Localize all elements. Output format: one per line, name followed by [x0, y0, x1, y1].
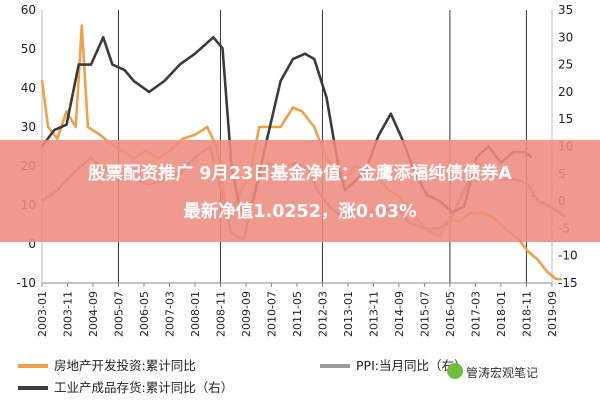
left-tick-label: 60 — [21, 3, 36, 17]
x-axis: 2003-01 2003-11 2004-09 2005-07 2006-05 2007-… — [36, 283, 559, 337]
banner-line-2: 最新净值1.0252，涨0.03% — [183, 202, 417, 222]
x-tick-label: 2012-03 — [316, 291, 329, 337]
x-tick-label: 2011-05 — [291, 291, 304, 337]
x-tick-label: 2016-05 — [444, 291, 457, 337]
right-tick-label: 35 — [558, 3, 573, 17]
right-tick-label: -15 — [558, 276, 578, 290]
x-tick-label: 2008-01 — [189, 291, 202, 337]
legend: 房地产开发投资:累计同比 PPI:当月同比（右） 工业产成品存货:累计同比（右） — [18, 358, 466, 395]
banner-line-1: 股票配资推广 9月23日基金净值：金鹰添福纯债债券A — [88, 164, 512, 184]
x-tick-label: 2005-07 — [112, 291, 125, 337]
right-tick-label: 15 — [558, 112, 573, 126]
left-tick-label: 40 — [21, 81, 36, 95]
wechat-icon — [447, 363, 463, 379]
legend-label-2: 工业产成品存货:累计同比（右） — [54, 380, 233, 395]
x-tick-label: 2009-09 — [240, 291, 253, 337]
right-tick-label: 20 — [558, 85, 573, 99]
x-tick-label: 2007-03 — [163, 291, 176, 337]
legend-label-0: 房地产开发投资:累计同比 — [54, 358, 196, 373]
left-tick-label: 30 — [21, 120, 36, 134]
right-tick-label: -10 — [558, 249, 578, 263]
x-tick-label: 2010-07 — [265, 291, 278, 337]
x-tick-label: 2015-07 — [418, 291, 431, 337]
left-tick-label: 0 — [28, 237, 36, 251]
left-tick-label: 50 — [21, 42, 36, 56]
x-tick-label: 2003-01 — [36, 291, 49, 337]
left-tick-label: -10 — [16, 276, 36, 290]
x-tick-label: 2013-11 — [367, 291, 380, 337]
right-tick-label: 25 — [558, 58, 573, 72]
x-tick-label: 2004-09 — [87, 291, 100, 337]
x-tick-label: 2018-01 — [495, 291, 508, 337]
x-tick-label: 2003-11 — [61, 291, 74, 337]
x-tick-label: 2013-01 — [342, 291, 355, 337]
x-tick-label: 2006-05 — [138, 291, 151, 337]
legend-label-1: PPI:当月同比（右） — [356, 358, 466, 373]
overlay-banner: 股票配资推广 9月23日基金净值：金鹰添福纯债债券A 最新净值1.0252，涨0… — [0, 140, 600, 242]
x-tick-label: 2017-03 — [469, 291, 482, 337]
x-tick-label: 2008-11 — [214, 291, 227, 337]
watermark-text: 管涛宏观笔记 — [466, 366, 539, 380]
x-tick-label: 2014-09 — [393, 291, 406, 337]
right-tick-label: 30 — [558, 30, 573, 44]
x-tick-label: 2019-09 — [546, 291, 559, 337]
x-tick-label: 2018-11 — [520, 291, 533, 337]
